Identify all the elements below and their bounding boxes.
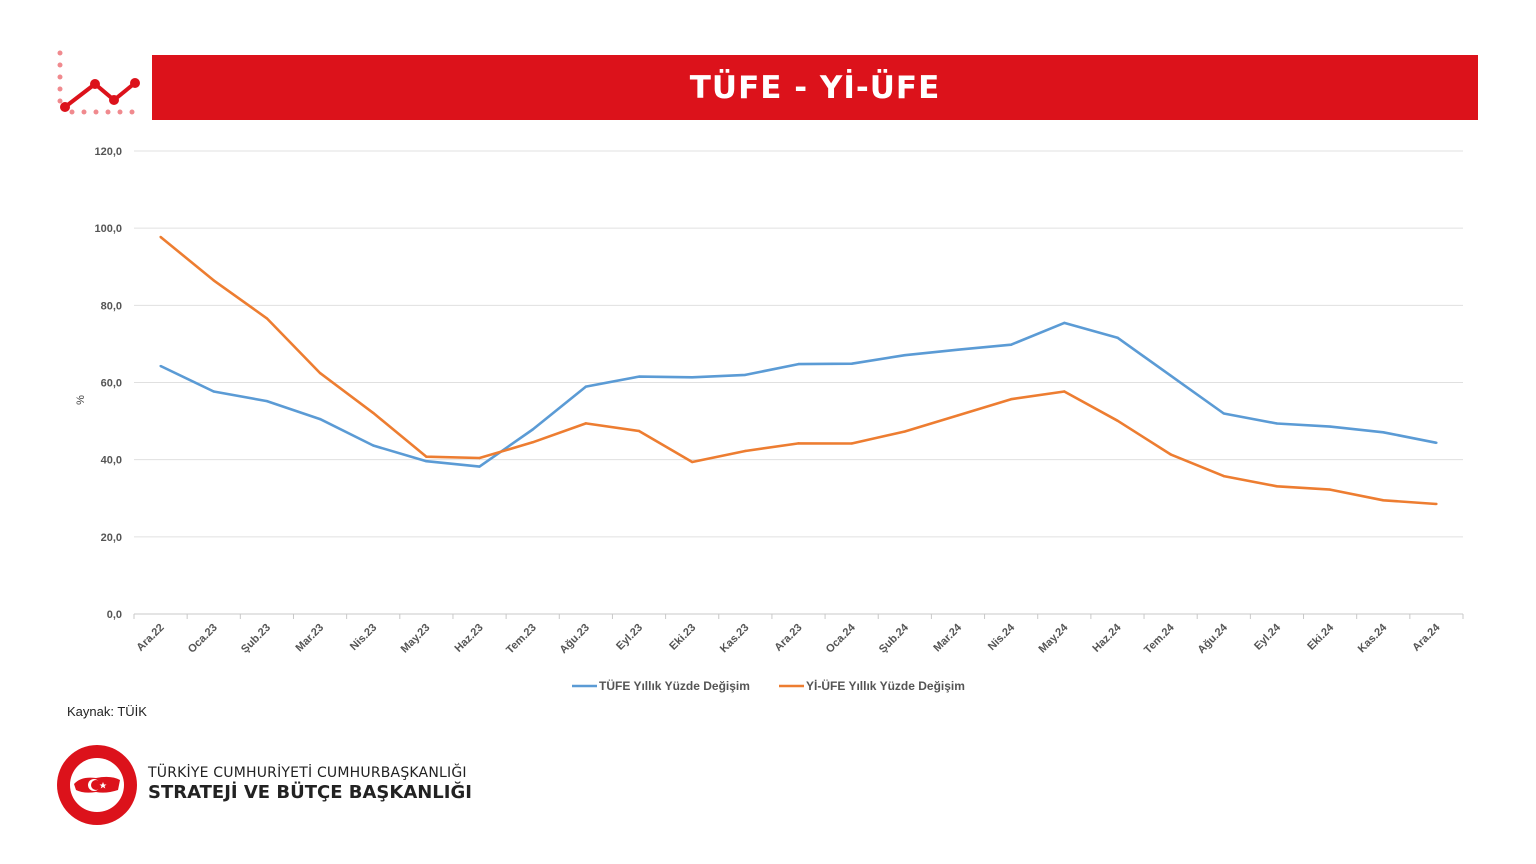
data-point <box>372 411 375 415</box>
data-point <box>903 430 907 433</box>
data-point <box>159 235 162 239</box>
data-point <box>1169 374 1172 377</box>
source-note: Kaynak: TÜİK <box>67 704 147 719</box>
data-point <box>1328 488 1332 491</box>
data-point <box>1063 390 1066 393</box>
y-tick-label: 100,0 <box>94 223 122 235</box>
data-point <box>1222 412 1225 415</box>
x-tick-label: Mar.24 <box>931 621 964 654</box>
data-point <box>318 371 322 375</box>
data-point <box>1116 419 1119 422</box>
organization-name: TÜRKİYE CUMHURİYETİ CUMHURBAŞKANLIĞI STR… <box>148 765 472 803</box>
x-tick-label: Tem.24 <box>1142 621 1177 656</box>
x-tick-label: Ara.23 <box>772 622 804 654</box>
y-tick-label: 40,0 <box>101 455 122 467</box>
data-point <box>1063 321 1066 325</box>
data-point <box>372 444 375 447</box>
data-point <box>584 422 588 425</box>
x-tick-label: Kas.24 <box>1356 621 1390 655</box>
data-point <box>956 348 960 351</box>
x-tick-label: Oca.24 <box>824 621 859 656</box>
data-point <box>1328 425 1332 428</box>
data-point <box>212 279 215 282</box>
x-tick-label: May.23 <box>399 622 433 656</box>
x-tick-label: Ara.22 <box>134 622 166 654</box>
data-point <box>637 375 641 378</box>
x-tick-label: May.24 <box>1037 621 1071 655</box>
chart-logo-icon <box>57 50 140 115</box>
y-tick-label: 20,0 <box>101 532 122 544</box>
x-tick-label: Şub.24 <box>877 621 912 656</box>
data-point <box>1382 431 1385 434</box>
x-tick-label: Oca.23 <box>186 622 220 656</box>
org-line-2: STRATEJİ VE BÜTÇE BAŞKANLIĞI <box>148 782 472 803</box>
data-point <box>212 390 215 393</box>
data-point <box>637 429 641 433</box>
data-point <box>797 442 800 445</box>
x-tick-label: Nis.23 <box>348 622 379 653</box>
data-point <box>531 441 534 444</box>
x-tick-label: Ara.24 <box>1410 621 1443 654</box>
data-point <box>744 373 747 377</box>
x-tick-label: Eki.23 <box>667 622 698 653</box>
sbb-seal-logo <box>57 745 137 825</box>
data-point <box>690 376 694 379</box>
data-point <box>478 456 481 460</box>
data-point <box>1382 499 1385 502</box>
data-point <box>318 417 322 421</box>
x-tick-label: Eyl.23 <box>614 622 645 653</box>
data-point <box>531 428 534 431</box>
data-point <box>265 317 269 320</box>
legend-label: TÜFE Yıllık Yüzde Değişim <box>599 678 750 693</box>
y-tick-label: 0,0 <box>107 609 122 621</box>
y-tick-label: 120,0 <box>94 146 122 158</box>
data-point <box>956 414 960 417</box>
data-point <box>265 399 269 403</box>
data-point <box>1169 453 1172 456</box>
x-tick-label: Ağu.23 <box>558 622 592 656</box>
data-point <box>1435 441 1438 444</box>
x-tick-label: Nis.24 <box>986 621 1018 653</box>
data-point <box>690 460 694 464</box>
data-point <box>584 385 588 388</box>
series-line-tufe <box>160 321 1437 468</box>
series-line-yi-ufe <box>159 235 1437 506</box>
data-point <box>903 354 907 357</box>
x-tick-label: Kas.23 <box>718 622 752 656</box>
page-title: TÜFE - Yİ-ÜFE <box>689 69 941 106</box>
data-point <box>1222 474 1225 478</box>
x-tick-label: Haz.23 <box>453 622 486 655</box>
x-tick-label: Tem.23 <box>504 622 539 657</box>
data-point <box>478 465 481 468</box>
org-line-1: TÜRKİYE CUMHURİYETİ CUMHURBAŞKANLIĞI <box>148 765 467 781</box>
x-tick-label: Haz.24 <box>1090 621 1124 655</box>
data-point <box>425 455 428 458</box>
data-point <box>1009 398 1013 401</box>
data-point <box>1009 343 1013 346</box>
x-tick-label: Eyl.24 <box>1252 621 1284 653</box>
data-point <box>850 442 853 445</box>
data-point <box>1116 336 1119 339</box>
x-tick-label: Eki.24 <box>1305 621 1337 653</box>
data-point <box>797 362 800 366</box>
data-point <box>744 449 747 453</box>
y-tick-label: 60,0 <box>101 378 122 390</box>
data-point <box>1435 502 1438 506</box>
x-tick-label: Mar.23 <box>293 622 326 655</box>
y-axis-label: % <box>75 395 87 405</box>
legend-label: Yİ-ÜFE Yıllık Yüzde Değişim <box>806 678 965 693</box>
data-point <box>1275 485 1279 488</box>
data-point <box>159 364 162 368</box>
data-point <box>425 460 428 463</box>
data-point <box>1275 422 1279 425</box>
x-tick-label: Şub.23 <box>239 622 273 656</box>
data-point <box>850 362 853 365</box>
title-banner: TÜFE - Yİ-ÜFE <box>152 55 1478 120</box>
x-tick-label: Ağu.24 <box>1195 621 1230 656</box>
y-tick-label: 80,0 <box>101 300 122 312</box>
